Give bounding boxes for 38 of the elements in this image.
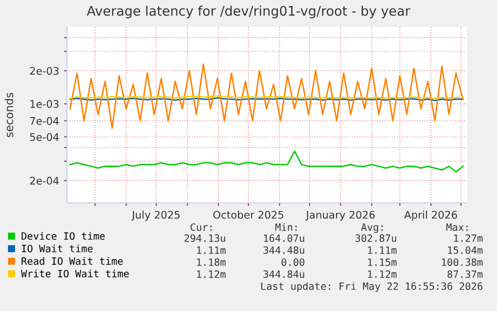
x-tick-label: July 2025 [131,210,180,221]
legend-label: Write IO Wait time [21,270,129,278]
y-tick-label: 7e-04 [30,117,59,125]
x-tick-label: January 2026 [305,210,375,221]
text: 302.87u [356,234,396,242]
text: 164.07u [264,234,304,242]
text: Last update: Fri May 22 16:55:36 2026 [261,282,482,292]
text: 1.27m [454,234,483,242]
text: 1.15m [368,258,397,266]
text: 1.11m [368,246,397,254]
text: 1.12m [197,270,226,278]
line-series [69,63,464,129]
y-tick-label: 2e-04 [30,176,59,185]
text: Avg: [361,223,383,233]
y-tick-label: 5e-04 [30,133,59,141]
line-series [69,150,464,173]
x-tick-label: October 2025 [213,210,284,219]
text: 1.12m [368,270,397,278]
text: Cur: [190,223,212,231]
chart-title: Average latency for /dev/ring01-vg/root - by year [86,6,410,18]
text: Min: [275,223,297,231]
text: 87.37m [448,270,483,278]
text: 15.04m [448,246,483,254]
text: 0.00 [282,258,304,266]
text: 1.18m [197,258,226,266]
y-tick-label: 1e-03 [30,100,59,108]
legend-label: Device IO time [22,232,105,240]
y-axis-title: seconds [4,92,14,138]
legend-label: IO Wait time [22,244,93,252]
text: Max: [446,223,468,231]
text: 344.48u [264,246,304,254]
x-tick-label: April 2026 [404,210,458,221]
text: 1.11m [197,246,226,254]
y-tick-label: 2e-03 [30,66,59,75]
text: 294.13u [184,234,226,242]
legend-label: Read IO Wait time [22,257,123,265]
text: 100.38m [442,258,483,266]
text: 344.84u [264,270,304,278]
